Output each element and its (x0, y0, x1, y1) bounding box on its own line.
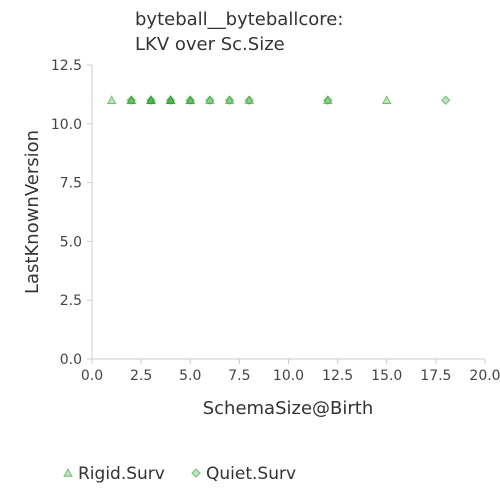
x-tick-label: 2.5 (130, 368, 152, 384)
legend-label: Quiet.Surv (206, 464, 296, 484)
data-marks (106, 95, 451, 105)
diamond-point (205, 95, 215, 105)
diamond-point (440, 95, 451, 105)
x-tick-label: 7.5 (228, 368, 250, 384)
y-tick-label: 0.0 (60, 352, 82, 368)
y-tick-label: 2.5 (60, 293, 82, 309)
legend: Rigid.Surv Quiet.Surv (63, 464, 296, 484)
diamond-point (323, 95, 333, 105)
x-tick-label: 12.5 (322, 368, 353, 384)
axes: 0.0 2.5 5.0 7.5 10.0 12.5 15.0 17.5 20.0 0.0 2.5 5.… (51, 58, 500, 384)
triangle-point (106, 95, 117, 104)
series-quiet-surv (126, 95, 451, 105)
y-tick-label: 5.0 (60, 234, 82, 250)
diamond-point (185, 95, 195, 105)
x-tick-label: 17.5 (420, 368, 451, 384)
x-tick-label: 10.0 (273, 368, 304, 384)
y-tick-label: 10.0 (51, 117, 82, 133)
x-tick-label: 5.0 (179, 368, 201, 384)
diamond-point (165, 95, 176, 105)
legend-diamond-icon (191, 468, 201, 478)
x-tick-label: 0.0 (81, 368, 103, 384)
x-tick-label: 20.0 (469, 368, 500, 384)
diamond-point (244, 95, 254, 105)
chart-title-line-2: LKV over Sc.Size (135, 34, 285, 55)
diamond-point (126, 95, 137, 105)
legend-triangle-icon (63, 467, 73, 477)
legend-label: Rigid.Surv (78, 464, 165, 484)
triangle-point (381, 95, 392, 104)
diamond-point (224, 95, 235, 105)
y-tick-label: 12.5 (51, 58, 82, 74)
y-tick-label: 7.5 (60, 176, 82, 192)
diamond-point (146, 95, 156, 105)
x-axis-title: SchemaSize@Birth (203, 398, 374, 419)
y-axis-title: LastKnownVersion (22, 130, 43, 294)
chart-title-line-1: byteball__byteballcore: (135, 9, 343, 30)
x-tick-label: 15.0 (371, 368, 402, 384)
